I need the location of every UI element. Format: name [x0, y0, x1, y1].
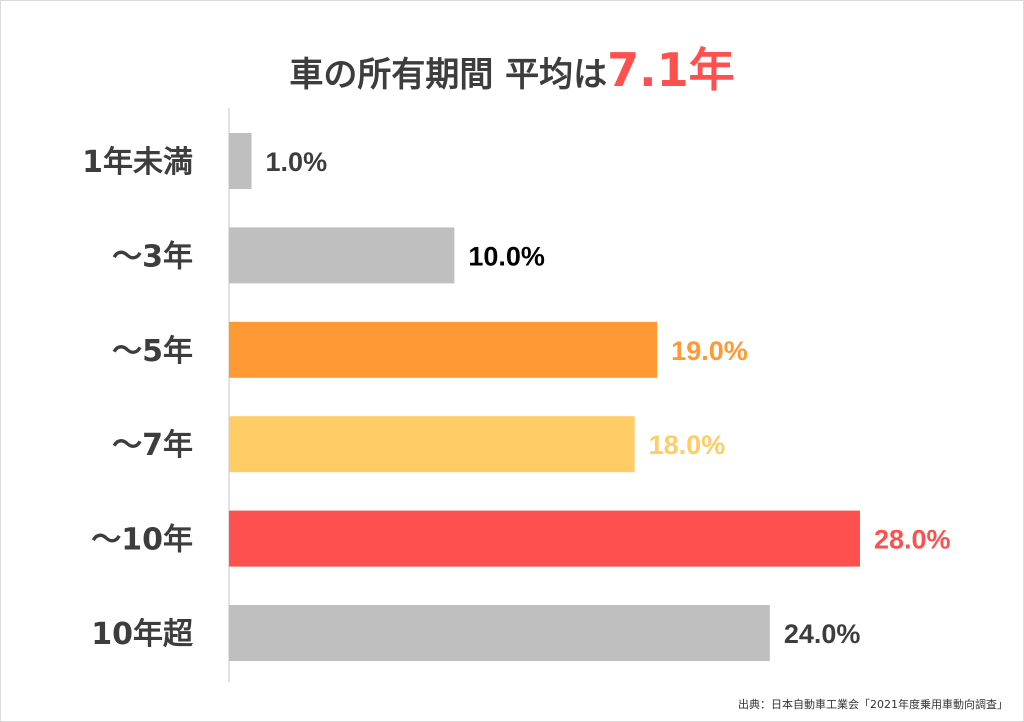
- value-label-3: 18.0%: [649, 430, 726, 460]
- value-label-4: 28.0%: [874, 525, 951, 555]
- bar-0: [229, 133, 252, 189]
- title-highlight: 7.1年: [607, 43, 735, 97]
- value-label-2: 19.0%: [671, 336, 748, 366]
- category-label-1: ～3年: [112, 239, 193, 274]
- category-label-0: 1年未満: [82, 145, 193, 180]
- bar-3: [229, 416, 635, 473]
- value-label-5: 24.0%: [784, 619, 861, 649]
- source-note: 出典：日本自動車工業会「2021年度乗用車動向調査」: [738, 698, 1008, 711]
- bar-2: [229, 321, 658, 378]
- bar-5: [229, 605, 770, 661]
- category-label-4: ～10年: [91, 523, 193, 558]
- category-label-5: 10年超: [91, 617, 194, 652]
- value-label-0: 1.0%: [266, 147, 328, 177]
- bar-1: [229, 227, 455, 284]
- category-label-3: ～7年: [112, 428, 193, 463]
- chart-title: 車の所有期間 平均は7.1年: [0, 38, 1024, 107]
- value-label-1: 10.0%: [468, 241, 545, 271]
- title-prefix: 車の所有期間 平均は: [289, 55, 608, 95]
- category-label-2: ～5年: [112, 334, 193, 369]
- bar-4: [229, 510, 860, 567]
